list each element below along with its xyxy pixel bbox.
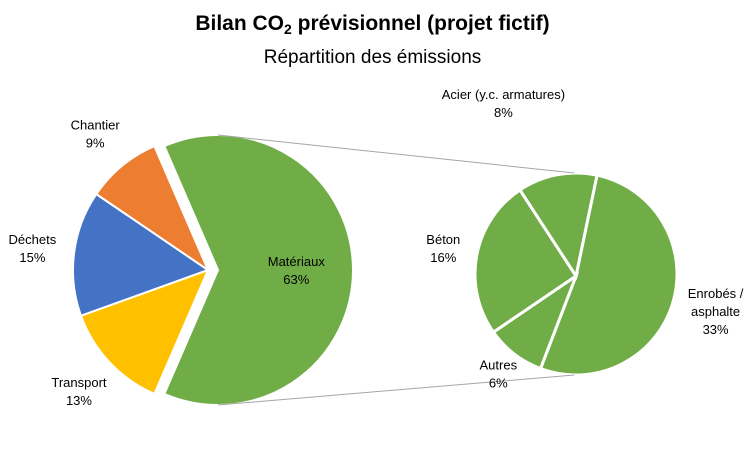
pie-slice-chantier bbox=[94, 144, 211, 273]
slice-label-chantier-line: Chantier bbox=[71, 118, 121, 133]
sub-pie-slice-beton bbox=[473, 187, 579, 335]
slice-label-dechets-line: Déchets bbox=[9, 232, 57, 247]
slice-label-materiaux-line: 63% bbox=[283, 272, 309, 287]
sub-slice-label-beton: Béton 16% bbox=[426, 232, 460, 265]
slice-label-transport-line: Transport bbox=[51, 375, 107, 390]
pie-slice-transport bbox=[79, 268, 210, 396]
slice-label-transport-line: 13% bbox=[66, 393, 92, 408]
chart-title: Bilan CO2 prévisionnel (projet fictif) bbox=[195, 12, 550, 37]
slice-label-dechets: Déchets 15% bbox=[9, 232, 57, 265]
slice-label-chantier-line: 9% bbox=[86, 136, 105, 151]
sub-slice-label-enrobes-asphalte: Enrobés / asphalte 33% bbox=[688, 286, 744, 337]
sub-slice-label-acier-y-c-armatures: Acier (y.c. armatures) 8% bbox=[442, 87, 565, 120]
sub-slice-label-acier-y-c-armatures-line: Acier (y.c. armatures) bbox=[442, 87, 565, 102]
sub-slice-label-beton-line: 16% bbox=[430, 250, 456, 265]
slice-label-transport: Transport 13% bbox=[51, 375, 107, 408]
sub-slice-label-autres: Autres 6% bbox=[480, 357, 518, 390]
slice-label-chantier: Chantier 9% bbox=[71, 118, 121, 151]
sub-slice-label-enrobes-asphalte-line: asphalte bbox=[691, 304, 740, 319]
connector-line-top bbox=[217, 134, 575, 174]
sub-slice-label-autres-line: Autres bbox=[480, 357, 518, 372]
sub-slice-label-acier-y-c-armatures-line: 8% bbox=[494, 105, 513, 120]
sub-slice-label-autres-line: 6% bbox=[489, 375, 508, 390]
sub-slice-label-enrobes-asphalte-line: Enrobés / bbox=[688, 286, 744, 301]
sub-pie-slice-enrobes-asphalte bbox=[538, 173, 679, 377]
slice-label-materiaux-line: Matériaux bbox=[268, 254, 326, 269]
sub-pie-slice-acier-y-c-armatures bbox=[517, 171, 599, 280]
sub-slice-label-enrobes-asphalte-line: 33% bbox=[703, 322, 729, 337]
sub-slice-label-beton-line: Béton bbox=[426, 232, 460, 247]
connector-line-bottom bbox=[217, 374, 575, 406]
slice-label-dechets-line: 15% bbox=[19, 250, 45, 265]
chart-subtitle: Répartition des émissions bbox=[263, 47, 482, 68]
slice-label-materiaux: Matériaux 63% bbox=[268, 254, 326, 287]
pie-slice-dechets bbox=[72, 192, 211, 318]
